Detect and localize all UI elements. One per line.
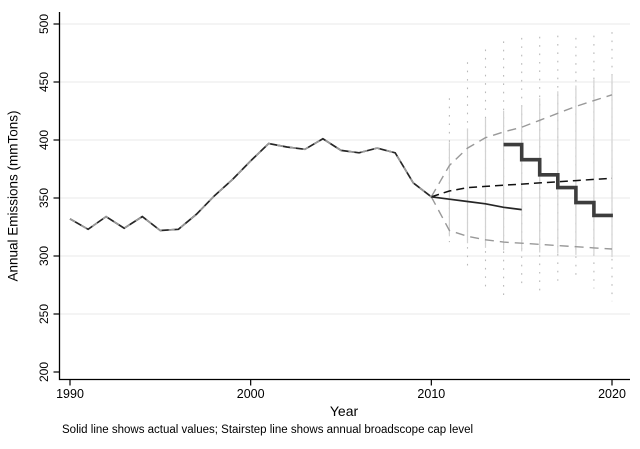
- axis-lines: [58, 12, 630, 381]
- x-tick-label: 1990: [56, 387, 84, 401]
- broadscope-cap-stairstep: [503, 142, 613, 218]
- x-tick-label: 2020: [598, 387, 626, 401]
- y-tick-label: 400: [37, 129, 51, 151]
- forecast-lower-line: [430, 196, 613, 250]
- x-tick-label: 2010: [417, 387, 446, 401]
- actual-dash-overlay-line: [69, 137, 432, 232]
- forecast-central-line: [431, 177, 613, 198]
- actual-values-line: [69, 137, 522, 232]
- y-axis-title: Annual Emissions (mmTons): [5, 110, 21, 282]
- x-tick-label: 2000: [236, 387, 265, 401]
- y-tick-label: 350: [37, 187, 51, 209]
- y-tick-label: 200: [37, 361, 51, 383]
- figure-caption: Solid line shows actual values; Stairste…: [62, 424, 474, 436]
- y-tick-label: 250: [37, 303, 51, 325]
- x-axis-title: Year: [329, 403, 359, 419]
- y-tick-label: 450: [37, 71, 51, 93]
- y-tick-label: 300: [37, 245, 51, 267]
- forecast-upper-line: [430, 94, 613, 198]
- y-tick-label: 500: [37, 13, 51, 35]
